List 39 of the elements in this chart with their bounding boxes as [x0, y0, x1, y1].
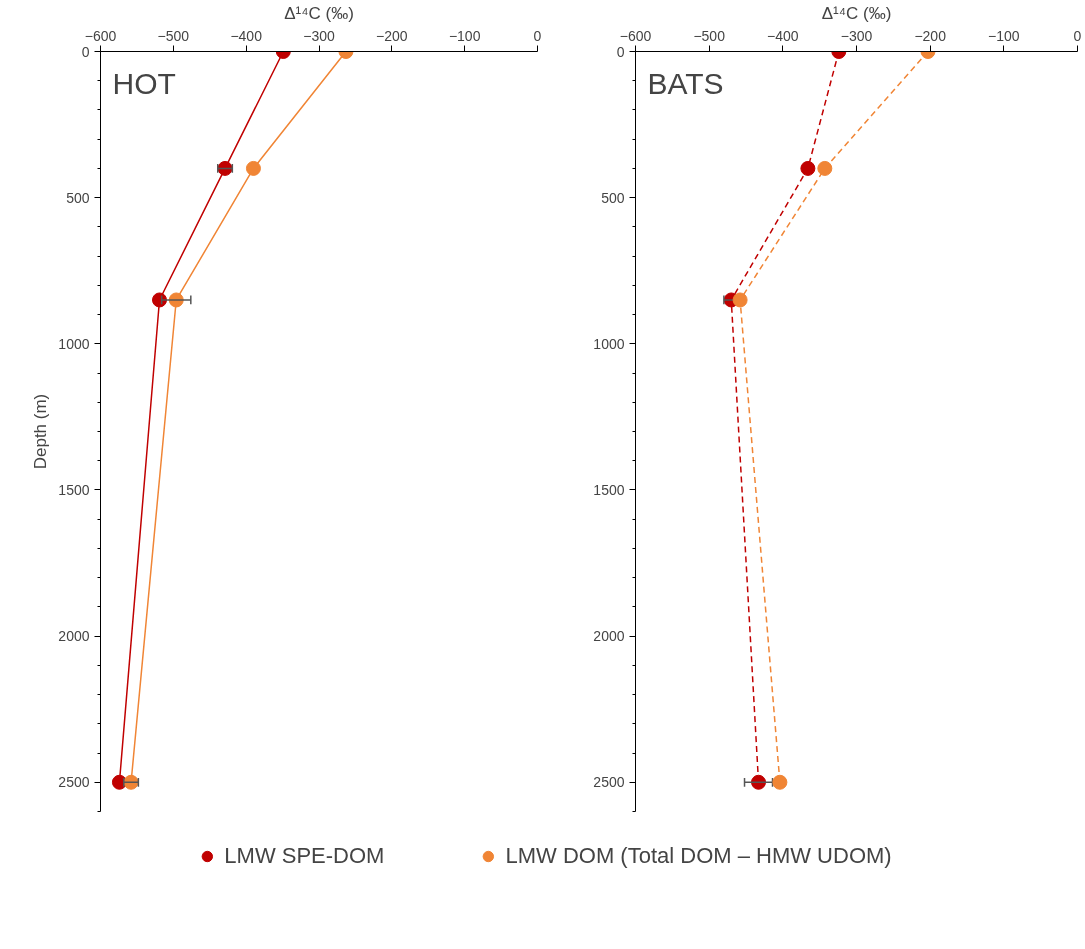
y-tick-label: 2500 [593, 774, 625, 791]
point [751, 774, 767, 790]
x-tick-label: −100 [988, 27, 1020, 44]
y-tick-label: 2000 [593, 628, 625, 645]
x-tick-label: −500 [693, 27, 726, 44]
point [800, 160, 816, 176]
point [732, 292, 748, 308]
y-tick-label: 1000 [593, 335, 625, 352]
y-tick-label: 0 [81, 43, 90, 60]
x-tick-label: −200 [376, 27, 408, 44]
x-tick-label: −400 [767, 27, 799, 44]
x-tick-label: −400 [230, 27, 263, 44]
x-tick-label: −300 [840, 27, 873, 44]
point [817, 160, 833, 176]
y-tick-label: 1500 [593, 481, 625, 498]
y-tick-label: 0 [616, 43, 625, 60]
x-tick-label: 0 [1073, 27, 1082, 44]
point [245, 160, 261, 176]
y-tick-label: 2000 [58, 628, 90, 645]
legend-label: LMW SPE-DOM [224, 843, 385, 869]
y-tick-label: 1000 [58, 335, 90, 352]
y-axis-title: Depth (m) [31, 393, 51, 470]
x-tick-label: 0 [533, 27, 542, 44]
legend-label: LMW DOM (Total DOM – HMW UDOM) [505, 843, 892, 869]
x-tick-label: −300 [303, 27, 335, 44]
annotation: HOT [112, 66, 176, 100]
y-tick-label: 2500 [58, 774, 90, 791]
x-tick-label: −200 [914, 27, 947, 44]
x-axis-title: Δ¹⁴C (‰) [284, 3, 354, 23]
x-tick-label: −600 [619, 27, 652, 44]
x-tick-label: −600 [84, 27, 117, 44]
annotation: BATS [647, 66, 724, 100]
x-tick-label: −500 [157, 27, 190, 44]
y-tick-label: 1500 [58, 481, 90, 498]
y-tick-label: 500 [601, 189, 625, 206]
x-axis-title: Δ¹⁴C (‰) [821, 3, 892, 23]
x-tick-label: −100 [448, 27, 481, 44]
point [772, 774, 788, 790]
y-tick-label: 500 [66, 189, 90, 206]
